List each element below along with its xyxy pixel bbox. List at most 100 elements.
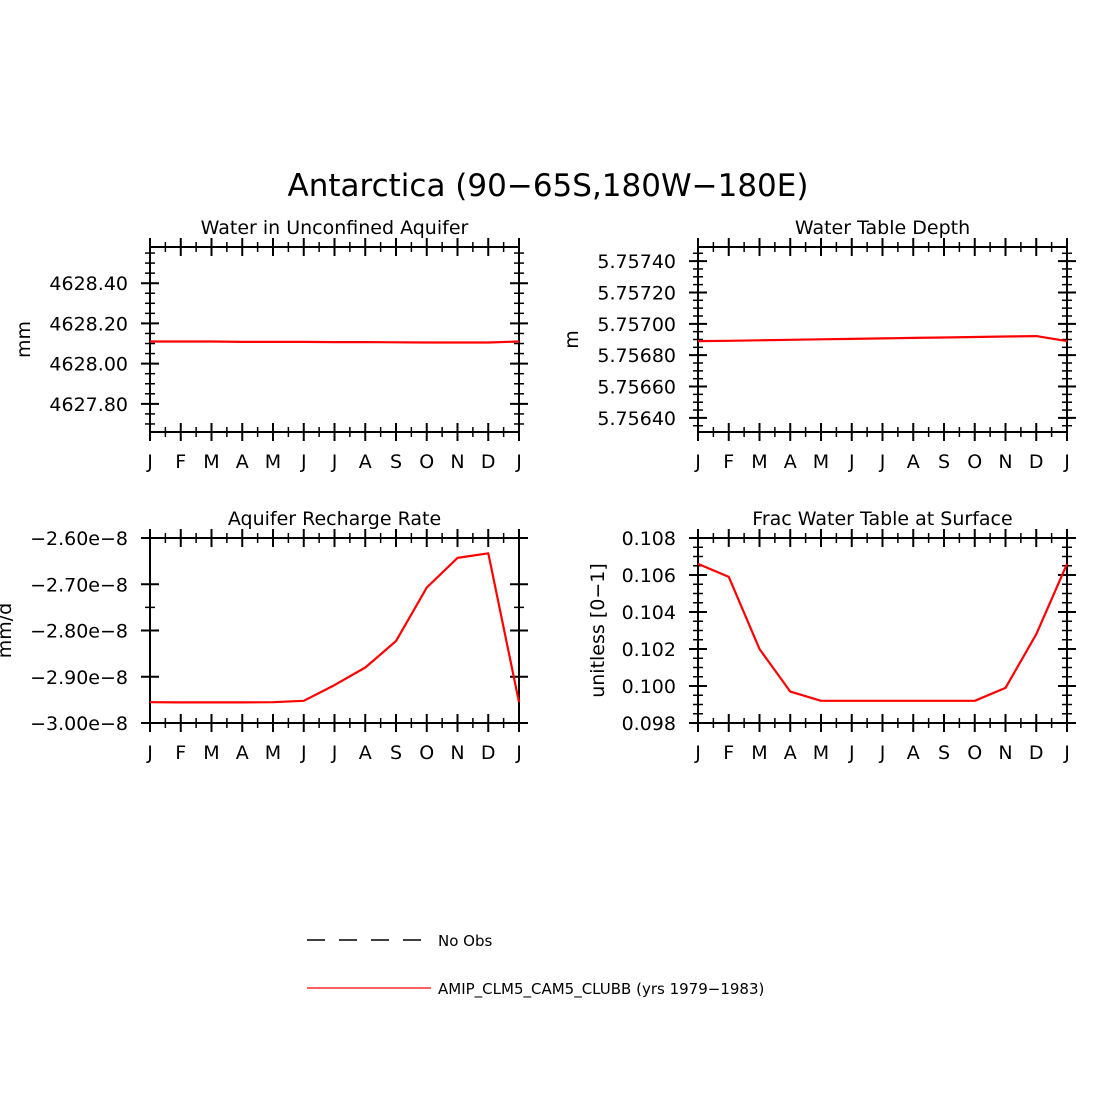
x-tick-label: A (359, 451, 372, 473)
x-tick-label: O (967, 742, 982, 764)
x-tick-label: J (515, 742, 522, 764)
x-tick-label: J (1063, 742, 1070, 764)
x-tick-label: S (390, 451, 402, 473)
x-tick-label: J (331, 742, 338, 764)
x-tick-label: D (481, 742, 496, 764)
x-tick-label: O (419, 451, 434, 473)
y-axis: 0.098 0.100 0.102 0.104 0.106 0.108 (622, 528, 1076, 735)
y-axis-label: m (561, 330, 583, 349)
series-line (150, 340, 520, 344)
x-tick-label: M (813, 742, 829, 764)
plot-frame (697, 537, 1068, 724)
plot-frame (149, 246, 520, 433)
y-tick-label: −2.80e−8 (30, 621, 128, 643)
y-axis-label: mm/d (0, 603, 16, 658)
x-tick-label: A (907, 451, 920, 473)
legend-item: No Obs (307, 932, 492, 950)
y-tick-label: 4627.80 (49, 394, 128, 416)
x-tick-label: J (694, 742, 701, 764)
y-axis-label: mm (13, 321, 35, 358)
x-tick-label: J (146, 451, 153, 473)
x-tick-label: O (419, 742, 434, 764)
x-tick-label: J (879, 742, 886, 764)
series-line (697, 562, 1069, 702)
x-tick-label: A (784, 742, 797, 764)
x-tick-label: M (813, 451, 829, 473)
y-tick-label: 5.75700 (597, 314, 676, 336)
x-tick-label: J (331, 451, 338, 473)
y-tick-label: 5.75640 (597, 408, 676, 430)
y-tick-label: 0.102 (622, 639, 676, 661)
x-tick-label: F (175, 451, 186, 473)
y-tick-label: 5.75680 (597, 345, 676, 367)
y-tick-label: 5.75740 (597, 251, 676, 273)
x-tick-label: J (146, 742, 153, 764)
figure-title: Antarctica (90−65S,180W−180E) (288, 168, 809, 204)
x-tick-label: J (300, 742, 307, 764)
x-tick-label: J (694, 451, 701, 473)
x-tick-label: D (481, 451, 496, 473)
y-axis-label: unitless [0−1] (587, 563, 609, 698)
y-tick-label: 0.108 (622, 528, 676, 550)
x-tick-label: A (236, 451, 249, 473)
y-tick-label: 4628.00 (49, 354, 128, 376)
x-tick-label: M (751, 451, 767, 473)
x-tick-label: A (359, 742, 372, 764)
x-tick-label: M (751, 742, 767, 764)
y-tick-label: 0.104 (622, 602, 676, 624)
y-tick-label: 0.100 (622, 676, 676, 698)
x-tick-label: J (515, 451, 522, 473)
y-tick-label: 4628.20 (49, 313, 128, 335)
x-tick-label: F (175, 742, 186, 764)
x-tick-label: F (723, 742, 734, 764)
panel-title: Aquifer Recharge Rate (228, 508, 441, 530)
y-tick-label: −2.60e−8 (30, 528, 128, 550)
legend-label: AMIP_CLM5_CAM5_CLUBB (yrs 1979−1983) (438, 980, 764, 999)
x-tick-label: N (450, 742, 464, 764)
y-tick-label: −2.90e−8 (30, 667, 128, 689)
x-tick-label: J (848, 742, 855, 764)
x-tick-label: J (300, 451, 307, 473)
y-tick-label: 5.75720 (597, 282, 676, 304)
x-tick-label: J (879, 451, 886, 473)
series-line (149, 552, 521, 704)
x-tick-label: A (784, 451, 797, 473)
y-tick-label: 0.098 (622, 713, 676, 735)
panel-title: Frac Water Table at Surface (752, 508, 1012, 530)
y-axis: 4627.80 4628.00 4628.20 4628.40 (49, 252, 528, 425)
y-axis: 5.75640 5.75660 5.75680 5.75700 5.75720 5.757… (597, 251, 1076, 430)
x-tick-label: F (723, 451, 734, 473)
legend-label: No Obs (438, 932, 492, 950)
x-tick-label: S (390, 742, 402, 764)
y-tick-label: −3.00e−8 (30, 713, 128, 735)
legend-item: AMIP_CLM5_CAM5_CLUBB (yrs 1979−1983) (307, 980, 764, 999)
x-tick-label: M (203, 451, 219, 473)
x-tick-label: N (998, 742, 1012, 764)
x-tick-label: A (907, 742, 920, 764)
x-tick-label: S (938, 742, 950, 764)
x-tick-label: D (1029, 742, 1044, 764)
panel-title: Water in Unconfined Aquifer (201, 217, 469, 239)
y-tick-label: 0.106 (622, 565, 676, 587)
x-tick-label: D (1029, 451, 1044, 473)
x-tick-label: O (967, 451, 982, 473)
plot-frame (149, 537, 520, 724)
x-tick-label: S (938, 451, 950, 473)
y-tick-label: −2.70e−8 (30, 574, 128, 596)
panel-title: Water Table Depth (795, 217, 970, 239)
x-tick-label: M (265, 742, 281, 764)
x-tick-label: N (450, 451, 464, 473)
x-tick-label: J (848, 451, 855, 473)
x-tick-label: M (265, 451, 281, 473)
